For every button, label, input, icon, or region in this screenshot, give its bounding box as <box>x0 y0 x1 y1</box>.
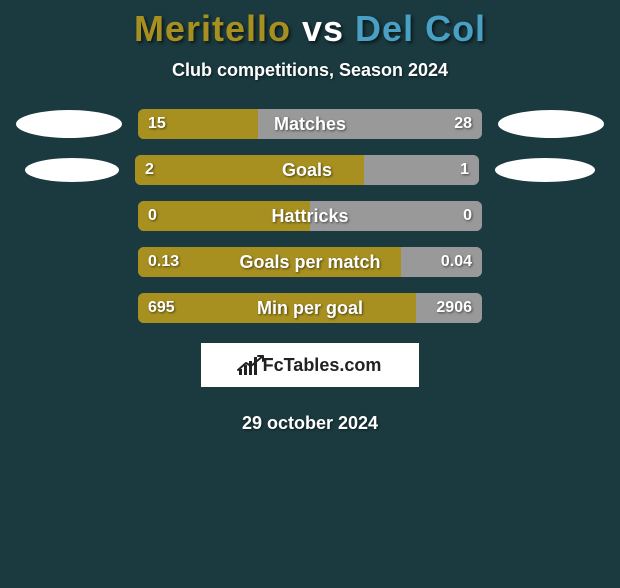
bar-value-right: 0.04 <box>441 247 472 277</box>
row-matches: 15 28 Matches <box>10 109 610 139</box>
bar-fill-left <box>138 201 310 231</box>
bar-min-per-goal: 695 2906 Min per goal <box>138 293 482 323</box>
row-goals-per-match: 0.13 0.04 Goals per match <box>10 247 610 277</box>
row-min-per-goal: 695 2906 Min per goal <box>10 293 610 323</box>
title-player1: Meritello <box>134 8 291 49</box>
row-hattricks: 0 0 Hattricks <box>10 201 610 231</box>
subtitle: Club competitions, Season 2024 <box>0 60 620 81</box>
bar-goals-per-match: 0.13 0.04 Goals per match <box>138 247 482 277</box>
bar-chart-icon <box>239 355 257 375</box>
bar-value-right: 1 <box>460 155 469 185</box>
ellipse-icon <box>25 158 119 182</box>
fctables-logo: FcTables.com <box>201 343 419 387</box>
bar-value-right: 0 <box>463 201 472 231</box>
bar-value-left: 15 <box>148 109 166 139</box>
bar-fill-left <box>138 293 416 323</box>
ellipse-icon <box>498 110 604 138</box>
bar-value-left: 0 <box>148 201 157 231</box>
bar-matches: 15 28 Matches <box>138 109 482 139</box>
ellipse-icon <box>16 110 122 138</box>
bar-value-right: 2906 <box>436 293 472 323</box>
bar-fill-right <box>258 109 482 139</box>
title-player2: Del Col <box>355 8 486 49</box>
page-title: Meritello vs Del Col <box>0 8 620 50</box>
bar-fill-left <box>135 155 364 185</box>
bar-fill-right <box>310 201 482 231</box>
row-goals: 2 1 Goals <box>10 155 610 185</box>
date-text: 29 october 2024 <box>242 413 378 434</box>
logo-text: FcTables.com <box>263 355 382 376</box>
bar-value-left: 2 <box>145 155 154 185</box>
bar-goals: 2 1 Goals <box>135 155 479 185</box>
bar-value-right: 28 <box>454 109 472 139</box>
ellipse-icon <box>495 158 595 182</box>
title-separator: vs <box>302 8 344 49</box>
comparison-content: 15 28 Matches 2 1 Goals 0 0 Hattricks <box>0 109 620 434</box>
bar-hattricks: 0 0 Hattricks <box>138 201 482 231</box>
bar-value-left: 695 <box>148 293 175 323</box>
bar-value-left: 0.13 <box>148 247 179 277</box>
